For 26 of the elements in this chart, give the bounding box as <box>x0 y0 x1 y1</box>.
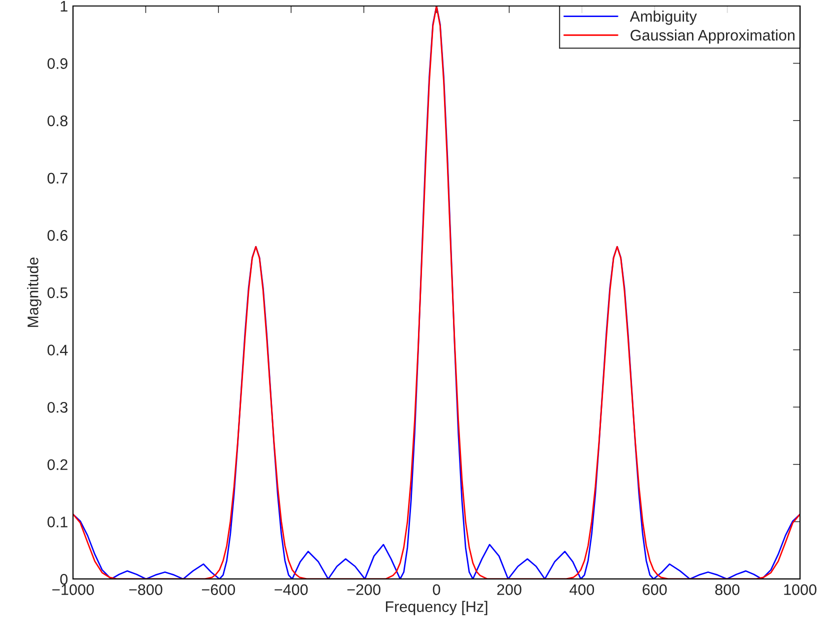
y-tick-label: 0.1 <box>48 516 68 528</box>
y-tick-label: 0.7 <box>48 172 68 184</box>
x-tick-label: −400 <box>274 584 308 596</box>
legend-label: Ambiguity <box>630 10 697 25</box>
x-tick-label: 400 <box>570 584 594 596</box>
y-tick-label: 0.9 <box>48 58 68 69</box>
x-tick-label: 0 <box>432 584 440 596</box>
y-tick-label: 0.2 <box>48 459 68 470</box>
y-tick-label: 1 <box>60 1 68 12</box>
legend-label: Gaussian Approximation <box>630 29 794 44</box>
x-tick-label: 800 <box>715 584 740 596</box>
y-tick-label: 0.6 <box>48 230 68 241</box>
x-tick-label: 1000 <box>784 584 816 596</box>
x-tick-label: −1000 <box>52 584 94 596</box>
x-tick-label: 200 <box>497 584 522 596</box>
y-tick-label: 0 <box>60 574 68 585</box>
y-tick-label: 0.3 <box>48 402 68 413</box>
x-axis-title: Frequency [Hz] <box>386 600 488 616</box>
y-tick-label: 0.4 <box>48 344 68 356</box>
y-tick-label: 0.5 <box>48 287 68 298</box>
y-axis-title: Magnitude <box>27 257 42 327</box>
x-tick-label: 600 <box>642 584 667 596</box>
x-tick-label: −200 <box>347 584 380 596</box>
y-tick-label: 0.8 <box>48 115 68 126</box>
x-tick-label: −600 <box>202 584 236 596</box>
x-tick-label: −800 <box>129 584 162 596</box>
